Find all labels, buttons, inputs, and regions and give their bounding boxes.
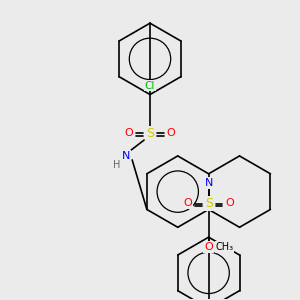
Text: O: O xyxy=(225,199,234,208)
Text: H: H xyxy=(112,160,120,170)
Text: N: N xyxy=(122,151,130,161)
Text: N: N xyxy=(204,178,213,188)
Text: O: O xyxy=(125,128,134,138)
Text: O: O xyxy=(183,199,192,208)
Text: S: S xyxy=(205,197,213,210)
Text: O: O xyxy=(204,242,213,252)
Text: S: S xyxy=(146,127,154,140)
Text: O: O xyxy=(167,128,175,138)
Text: CH₃: CH₃ xyxy=(215,242,233,252)
Text: Cl: Cl xyxy=(145,81,155,91)
